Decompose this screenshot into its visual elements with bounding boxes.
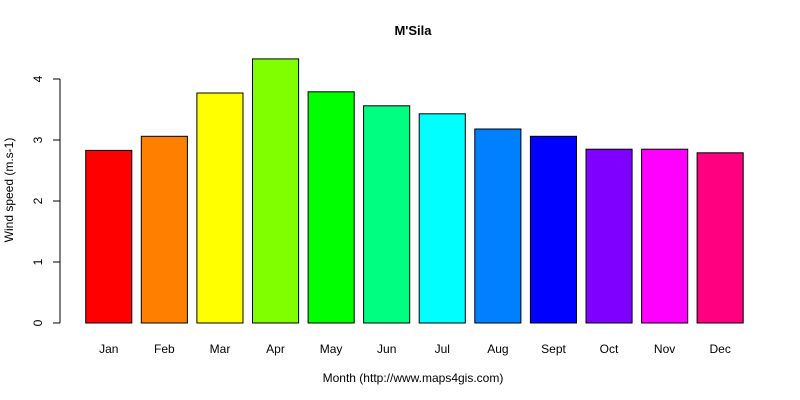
bar-jun xyxy=(363,105,411,324)
y-tick-label: 0 xyxy=(31,319,45,326)
y-tick-label: 4 xyxy=(31,75,45,82)
x-tick-label: Feb xyxy=(154,342,175,356)
x-tick-label: Jun xyxy=(377,342,396,356)
bar-nov xyxy=(641,148,689,324)
x-tick-label: May xyxy=(320,342,343,356)
y-axis-label: Wind speed (m.s-1) xyxy=(2,138,16,243)
bar-oct xyxy=(585,148,633,324)
bar-sept xyxy=(529,135,578,324)
x-tick-label: Nov xyxy=(654,342,675,356)
bar-feb xyxy=(140,135,188,324)
bar-aug xyxy=(474,128,522,324)
x-tick-label: Oct xyxy=(600,342,619,356)
x-tick-label: Jul xyxy=(435,342,450,356)
y-tick-label: 3 xyxy=(31,136,45,143)
bar-jan xyxy=(85,149,133,324)
x-tick-labels: Jan Feb Mar Apr May Jun Jul Aug Sept Oct Nov Dec xyxy=(99,342,731,356)
x-tick-label: Dec xyxy=(710,342,731,356)
bar-dec xyxy=(696,152,744,324)
x-tick-label: Apr xyxy=(266,342,285,356)
x-axis-label: Month (http://www.maps4gis.com) xyxy=(323,371,504,385)
y-tick-label: 1 xyxy=(31,258,45,265)
y-axis: 0 1 2 3 4 xyxy=(31,75,61,326)
y-tick-label: 2 xyxy=(31,197,45,204)
x-tick-label: Sept xyxy=(541,342,566,356)
bar-mar xyxy=(196,92,244,324)
bar-apr xyxy=(252,58,300,324)
bar-may xyxy=(307,91,355,324)
x-tick-label: Mar xyxy=(210,342,231,356)
bar-jul xyxy=(418,113,466,324)
bars-group xyxy=(85,58,744,324)
chart-title: M'Sila xyxy=(394,23,432,38)
x-tick-label: Aug xyxy=(487,342,508,356)
x-tick-label: Jan xyxy=(99,342,118,356)
